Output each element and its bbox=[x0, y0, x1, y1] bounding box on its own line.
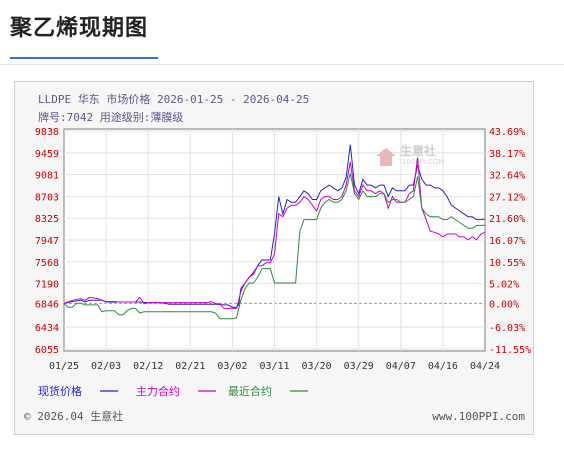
y-left-tick-label: 7190 bbox=[35, 280, 59, 291]
y-right-tick-label: 21.60% bbox=[489, 214, 525, 225]
y-left-tick-label: 9838 bbox=[35, 127, 59, 138]
legend-label: 现货价格 bbox=[38, 384, 82, 398]
watermark-logo-icon bbox=[376, 148, 396, 166]
y-right-tick-label: 5.02% bbox=[489, 280, 519, 291]
footer-copyright: © 2026.04 生意社 bbox=[24, 409, 123, 423]
y-left-tick-label: 9081 bbox=[35, 171, 59, 182]
x-tick-label: 01/25 bbox=[49, 361, 79, 372]
y-right-tick-label: 0.00% bbox=[489, 299, 519, 310]
chart-header-line2: 牌号:7042 用途级别:薄膜级 bbox=[38, 110, 183, 124]
y-axis-left-ticks: 9838 9459 9081 8703 8325 7947 7568 7190 6846 6434… bbox=[35, 127, 59, 356]
watermark-text: 生意社 bbox=[400, 143, 436, 158]
footer-website: www.100PPI.com bbox=[432, 410, 525, 423]
y-left-tick-label: 6846 bbox=[35, 299, 59, 310]
y-left-tick-label: 6055 bbox=[35, 345, 59, 356]
y-left-tick-label: 8325 bbox=[35, 214, 59, 225]
x-tick-label: 02/03 bbox=[91, 361, 121, 372]
y-right-tick-label: 10.55% bbox=[489, 258, 525, 269]
series-line-主力合约 bbox=[63, 157, 486, 309]
y-right-tick-label: 16.07% bbox=[489, 236, 525, 247]
legend: 现货价格 主力合约 最近合约 bbox=[38, 384, 308, 398]
watermark: 生意社 100PPI.COM bbox=[376, 143, 445, 166]
series-lines bbox=[63, 144, 486, 320]
legend-label: 主力合约 bbox=[136, 384, 180, 398]
chart-header-line1: LLDPE 华东 市场价格 2026-01-25 - 2026-04-25 bbox=[38, 92, 309, 106]
x-tick-label: 04/07 bbox=[386, 361, 416, 372]
page-title: 聚乙烯现期图 bbox=[10, 16, 149, 41]
x-tick-label: 03/11 bbox=[259, 361, 289, 372]
y-right-tick-label: 43.69% bbox=[489, 127, 525, 138]
series-line-最近合约 bbox=[63, 173, 485, 320]
series-line-现货价格 bbox=[63, 144, 486, 308]
y-left-tick-label: 9459 bbox=[35, 149, 59, 160]
x-tick-label: 03/29 bbox=[344, 361, 374, 372]
y-right-tick-label: -11.55% bbox=[489, 345, 531, 356]
x-axis-ticks: 01/25 02/03 02/12 02/21 03/02 03/11 03/20 03/29… bbox=[49, 361, 500, 372]
y-right-tick-label: 38.17% bbox=[489, 149, 525, 160]
y-left-tick-label: 6434 bbox=[35, 323, 59, 334]
x-tick-label: 04/24 bbox=[470, 361, 500, 372]
x-tick-label: 03/20 bbox=[302, 361, 332, 372]
x-tick-label: 04/16 bbox=[428, 361, 458, 372]
x-tick-label: 03/02 bbox=[217, 361, 247, 372]
watermark-sub: 100PPI.COM bbox=[402, 158, 445, 166]
y-left-tick-label: 7568 bbox=[35, 258, 59, 269]
y-left-tick-label: 8703 bbox=[35, 192, 59, 203]
y-right-tick-label: 27.12% bbox=[489, 192, 525, 203]
x-tick-label: 02/12 bbox=[133, 361, 163, 372]
y-right-tick-label: -6.03% bbox=[489, 323, 525, 334]
y-axis-right-ticks: 43.69% 38.17% 32.64% 27.12% 21.60% 16.07% 10.5… bbox=[489, 127, 531, 356]
header-divider bbox=[0, 64, 564, 65]
title-underline bbox=[10, 57, 158, 59]
y-right-tick-label: 32.64% bbox=[489, 171, 525, 182]
grid-lines bbox=[64, 129, 485, 351]
x-tick-label: 02/21 bbox=[175, 361, 205, 372]
y-left-tick-label: 7947 bbox=[35, 236, 59, 247]
legend-label: 最近合约 bbox=[228, 384, 272, 398]
